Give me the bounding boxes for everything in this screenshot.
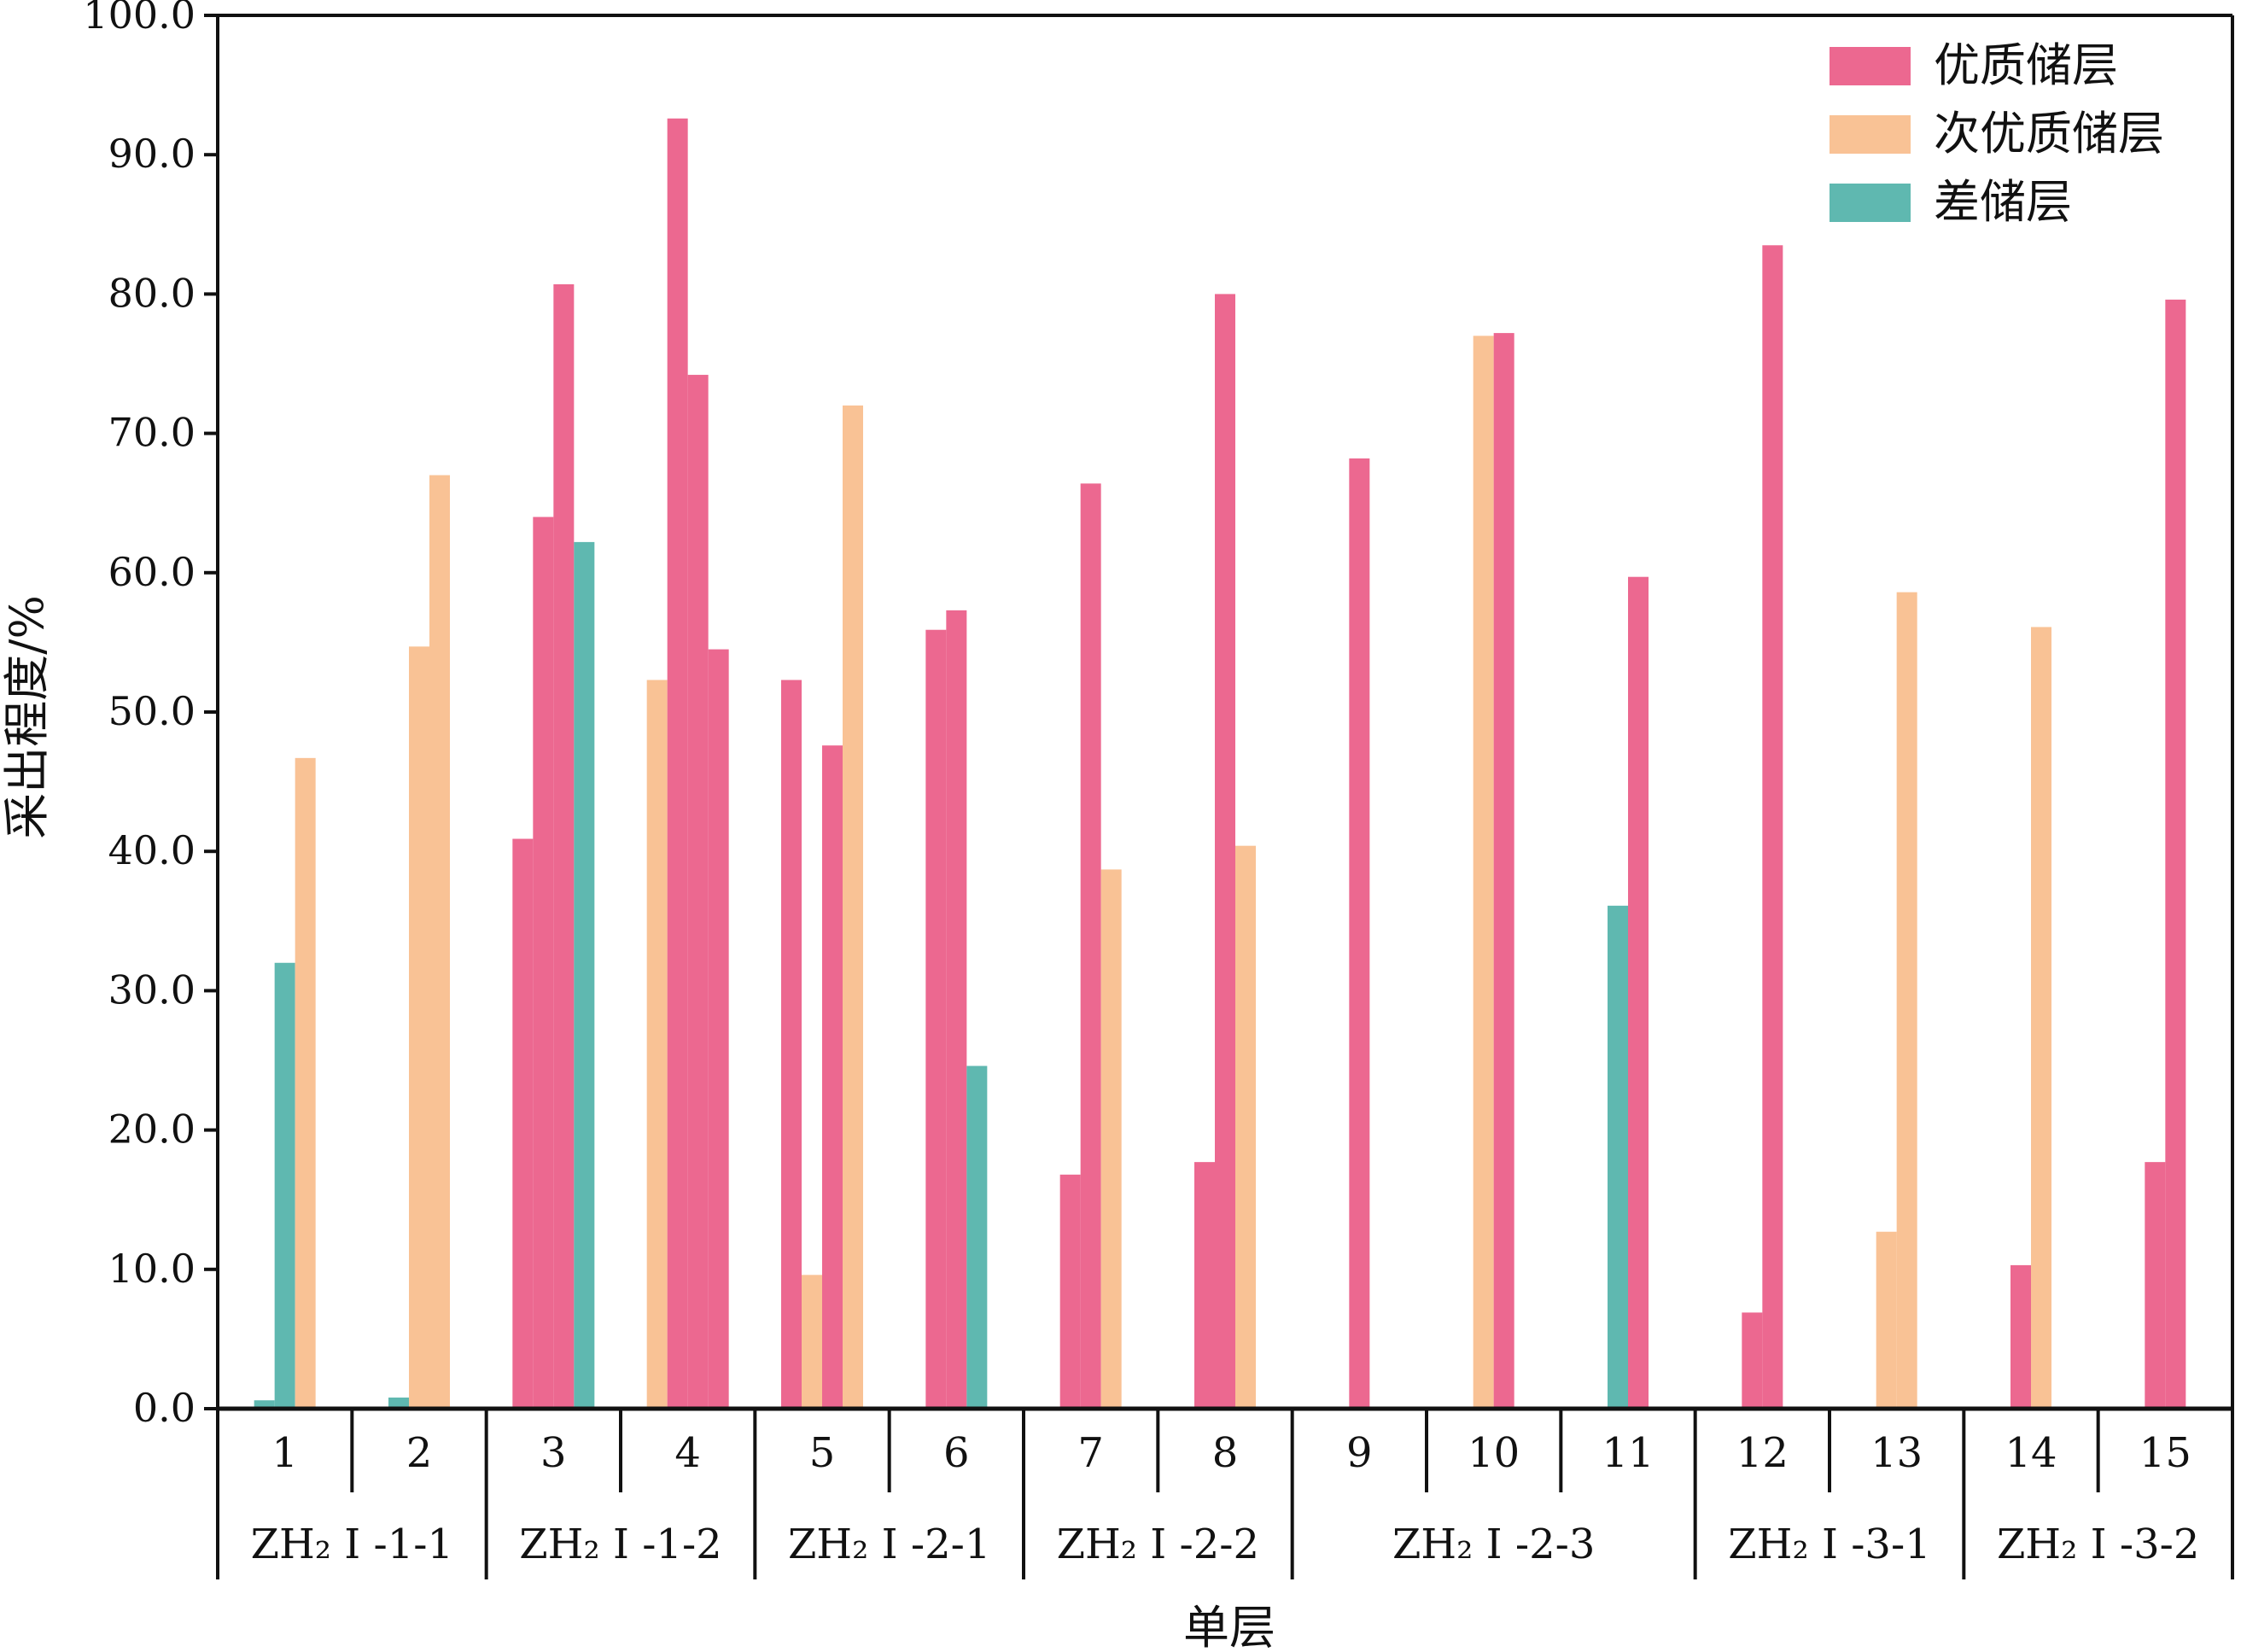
bar-7-1	[1059, 1174, 1081, 1409]
bar-4-2	[667, 118, 688, 1409]
legend-label: 差储层	[1934, 175, 2072, 229]
x-category-label: 9	[1346, 1429, 1373, 1477]
y-tick-label: 80.0	[108, 270, 196, 316]
bar-4-1	[646, 680, 668, 1409]
y-tick-label: 50.0	[108, 688, 196, 734]
bar-11-2	[1628, 576, 1649, 1409]
x-group-label: ZH₂ Ⅰ -2-3	[1392, 1521, 1595, 1568]
x-category-label: 6	[943, 1429, 970, 1477]
bar-12-2	[1762, 245, 1783, 1409]
bar-3-1	[512, 838, 534, 1409]
y-tick-label: 90.0	[108, 131, 196, 177]
x-category-labels: 1 2 3 4 5 6 7 8 9 10 11 12 13 14 15	[271, 1429, 2191, 1477]
bar-14-1	[2010, 1264, 2031, 1409]
bar-10-1	[1473, 336, 1494, 1409]
bar-9-1	[1349, 458, 1370, 1409]
y-tick-label: 30.0	[108, 966, 196, 1013]
bar-15-2	[2165, 299, 2186, 1410]
bar-13-1	[1876, 1231, 1897, 1409]
bar-6-1	[925, 629, 947, 1409]
bar-13-2	[1896, 592, 1917, 1409]
bar-15-1	[2145, 1162, 2166, 1409]
x-category-label: 5	[809, 1429, 836, 1477]
x-category-label: 12	[1736, 1429, 1789, 1477]
bar-6-2	[946, 610, 967, 1409]
y-tick-label: 20.0	[108, 1106, 196, 1153]
bar-2-3	[429, 475, 450, 1409]
x-group-label: ZH₂ Ⅰ -1-2	[519, 1521, 721, 1568]
x-group-label: ZH₂ Ⅰ -2-2	[1057, 1521, 1259, 1568]
bar-2-2	[409, 646, 429, 1409]
legend-label: 优质储层	[1934, 38, 2118, 92]
x-category-label: 3	[540, 1429, 567, 1477]
bar-1-1	[254, 1400, 275, 1409]
x-group-label: ZH₂ Ⅰ -2-1	[788, 1521, 990, 1568]
bar-11-1	[1608, 905, 1628, 1409]
y-tick-label: 0.0	[133, 1385, 196, 1431]
y-tick-label: 60.0	[108, 549, 196, 595]
bar-1-3	[295, 757, 316, 1409]
x-category-label: 10	[1468, 1429, 1520, 1477]
bar-14-2	[2031, 627, 2051, 1409]
bar-5-4	[843, 405, 863, 1410]
bar-4-4	[708, 649, 729, 1409]
bar-12-1	[1742, 1312, 1763, 1409]
bar-8-3	[1235, 845, 1256, 1409]
bars	[254, 118, 2186, 1410]
x-group-label: ZH₂ Ⅰ -1-1	[251, 1521, 453, 1568]
legend-label: 次优质储层	[1934, 107, 2164, 161]
bar-3-2	[533, 517, 554, 1409]
y-tick-label: 40.0	[108, 827, 196, 873]
x-category-label: 1	[271, 1429, 298, 1477]
y-tick-label: 100.0	[83, 0, 196, 38]
bar-2-1	[388, 1397, 409, 1409]
legend-swatch	[1830, 115, 1911, 154]
bar-4-3	[687, 375, 709, 1409]
bar-8-2	[1215, 294, 1235, 1409]
x-category-label: 15	[2139, 1429, 2191, 1477]
bar-10-2	[1493, 333, 1514, 1410]
legend-swatch	[1830, 47, 1911, 85]
x-group-label: ZH₂ Ⅰ -3-1	[1728, 1521, 1930, 1568]
x-category-label: 14	[2005, 1429, 2057, 1477]
bar-7-3	[1100, 869, 1122, 1409]
x-category-label: 2	[406, 1429, 433, 1477]
bar-5-1	[781, 680, 802, 1409]
axes	[216, 14, 2234, 1579]
x-category-label: 11	[1602, 1429, 1654, 1477]
x-category-label: 13	[1870, 1429, 1923, 1477]
bar-5-2	[802, 1275, 822, 1409]
x-group-label: ZH₂ Ⅰ -3-2	[1997, 1521, 2199, 1568]
x-group-labels: ZH₂ Ⅰ -1-1 ZH₂ Ⅰ -1-2 ZH₂ Ⅰ -2-1 ZH₂ Ⅰ -2-2…	[251, 1521, 2200, 1568]
y-tick-labels: 0.0 10.0 20.0 30.0 40.0 50.0 60.0 70.0 80.0 90.0 1…	[83, 0, 196, 1431]
x-category-label: 8	[1212, 1429, 1239, 1477]
bar-3-4	[574, 541, 595, 1409]
y-axis-title: 采出程度/%	[0, 595, 54, 839]
x-category-label: 7	[1077, 1429, 1104, 1477]
y-tick-label: 70.0	[108, 410, 196, 456]
bar-7-2	[1080, 483, 1101, 1409]
bar-8-1	[1194, 1162, 1215, 1409]
bar-5-3	[822, 745, 843, 1409]
legend-swatch	[1830, 184, 1911, 222]
y-tick-marks	[204, 14, 218, 1410]
y-tick-label: 10.0	[108, 1246, 196, 1292]
x-category-label: 4	[674, 1429, 701, 1477]
x-axis-title: 单层	[1183, 1601, 1275, 1652]
bar-6-3	[966, 1065, 988, 1409]
bar-3-3	[553, 283, 575, 1409]
bar-1-2	[274, 962, 295, 1409]
